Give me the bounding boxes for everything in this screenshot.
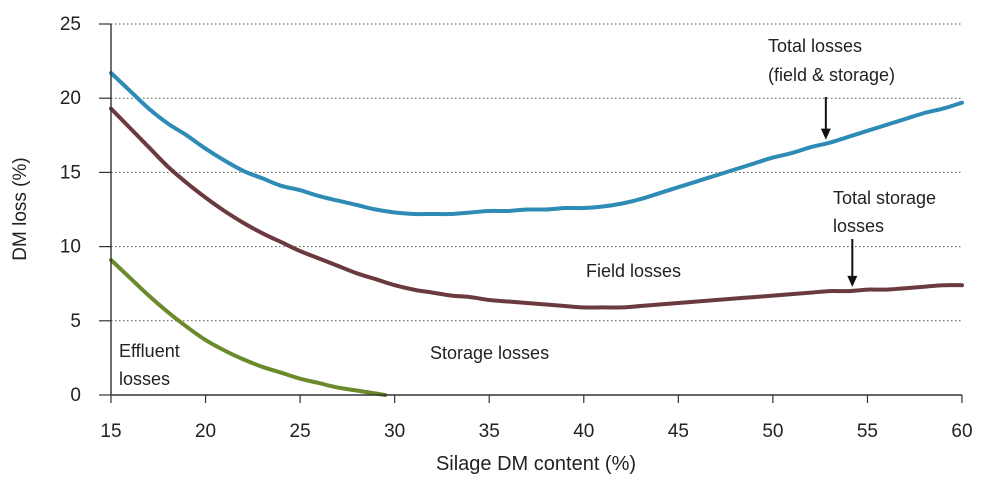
arrow-storage_total	[847, 239, 858, 287]
xtick-label-25: 25	[290, 421, 311, 442]
xtick-label-35: 35	[479, 421, 500, 442]
annotation-field-losses: Field losses	[586, 261, 681, 281]
xtick-label-20: 20	[195, 421, 216, 442]
x-axis-title: Silage DM content (%)	[436, 453, 636, 475]
series-line-storage_total	[109, 106, 964, 310]
xtick-label-60: 60	[951, 421, 972, 442]
arrow-total	[820, 97, 831, 140]
annotation-total-line1: Total losses	[768, 36, 862, 56]
y-axis-title: DM loss (%)	[10, 157, 31, 260]
series-lines	[109, 71, 964, 397]
xtick-label-40: 40	[573, 421, 594, 442]
ytick-label-20: 20	[60, 88, 81, 109]
xtick-label-50: 50	[762, 421, 783, 442]
xtick-label-15: 15	[100, 421, 121, 442]
xtick-label-55: 55	[857, 421, 878, 442]
arrow-head-total	[820, 128, 831, 140]
annotation-total-line2: (field & storage)	[768, 65, 895, 85]
series-line-total	[109, 71, 964, 217]
annotations: Total losses (field & storage) Total sto…	[119, 36, 936, 389]
ytick-label-5: 5	[70, 311, 81, 332]
y-ticks: 0 5 10 15 20 25	[60, 14, 111, 406]
arrow-head-storage_total	[847, 275, 858, 287]
gridlines	[111, 23, 962, 322]
annotation-effluent-line2: losses	[119, 369, 170, 389]
xtick-label-45: 45	[668, 421, 689, 442]
ytick-label-25: 25	[60, 14, 81, 35]
ytick-label-10: 10	[60, 237, 81, 258]
xtick-label-30: 30	[384, 421, 405, 442]
x-ticks: 15 20 25 30 35 40 45 50 55 60	[100, 395, 973, 442]
ytick-label-15: 15	[60, 162, 81, 183]
ytick-label-0: 0	[70, 385, 81, 406]
series-line-effluent	[109, 258, 388, 397]
annotation-storage-total-line2: losses	[833, 216, 884, 236]
annotation-storage-total-line1: Total storage	[833, 188, 936, 208]
annotation-storage-losses: Storage losses	[430, 343, 549, 363]
annotation-effluent-line1: Effluent	[119, 341, 180, 361]
annotation-arrows	[820, 97, 858, 287]
